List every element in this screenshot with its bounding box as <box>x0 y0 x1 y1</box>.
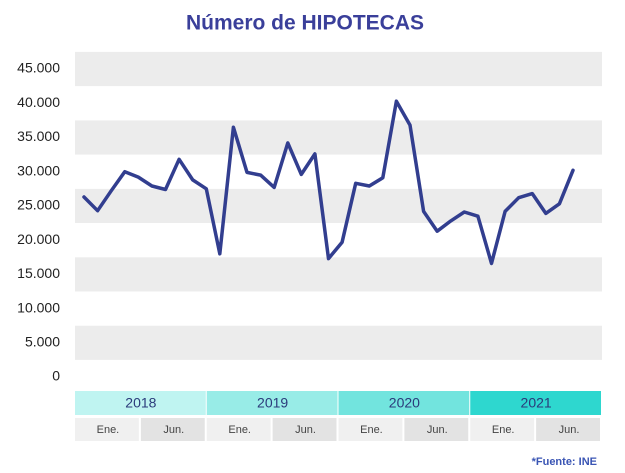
half-cell <box>140 418 205 441</box>
y-tick-label: 0 <box>52 368 60 384</box>
y-tick-label: 15.000 <box>17 265 60 281</box>
half-cell <box>206 418 271 441</box>
grid-band <box>75 154 602 189</box>
year-cell <box>75 391 206 415</box>
y-tick-label: 25.000 <box>17 197 60 213</box>
grid-band <box>75 86 602 121</box>
year-label: 2019 <box>257 395 288 411</box>
grid-band <box>75 325 602 360</box>
chart-title: Número de HIPOTECAS <box>186 12 424 35</box>
y-tick-label: 45.000 <box>17 60 60 76</box>
half-cell <box>404 418 469 441</box>
year-label: 2021 <box>521 395 552 411</box>
y-tick-label: 40.000 <box>17 94 60 110</box>
half-label: Ene. <box>228 424 251 436</box>
half-cell <box>536 418 600 441</box>
y-tick-label: 10.000 <box>17 299 60 315</box>
grid-band <box>75 257 602 292</box>
source: *Fuente: INE <box>532 456 597 468</box>
year-cell <box>470 391 601 415</box>
grid-band <box>75 120 602 155</box>
y-tick-label: 35.000 <box>17 128 60 144</box>
year-label: 2018 <box>125 395 156 411</box>
grid-band <box>75 223 602 258</box>
half-label: Jun. <box>559 424 580 436</box>
half-label: Jun. <box>163 424 184 436</box>
grid-band <box>75 51 602 87</box>
half-label: Ene. <box>97 424 120 436</box>
year-cell <box>338 391 470 415</box>
half-label: Ene. <box>492 424 515 436</box>
y-tick-label: 20.000 <box>17 231 60 247</box>
half-cell <box>75 418 139 441</box>
line <box>82 99 575 266</box>
half-cell <box>470 418 535 441</box>
half-label: Jun. <box>295 424 316 436</box>
year-cell <box>206 391 338 415</box>
grid-band <box>75 359 602 395</box>
half-cell <box>272 418 337 441</box>
half-label: Ene. <box>360 424 383 436</box>
year-label: 2020 <box>389 395 420 411</box>
grid-band <box>75 291 602 326</box>
y-tick-label: 5.000 <box>25 333 60 349</box>
grid-band <box>75 188 602 223</box>
y-tick-label: 30.000 <box>17 162 60 178</box>
half-label: Jun. <box>427 424 448 436</box>
bands <box>75 51 602 395</box>
half-cell <box>338 418 403 441</box>
